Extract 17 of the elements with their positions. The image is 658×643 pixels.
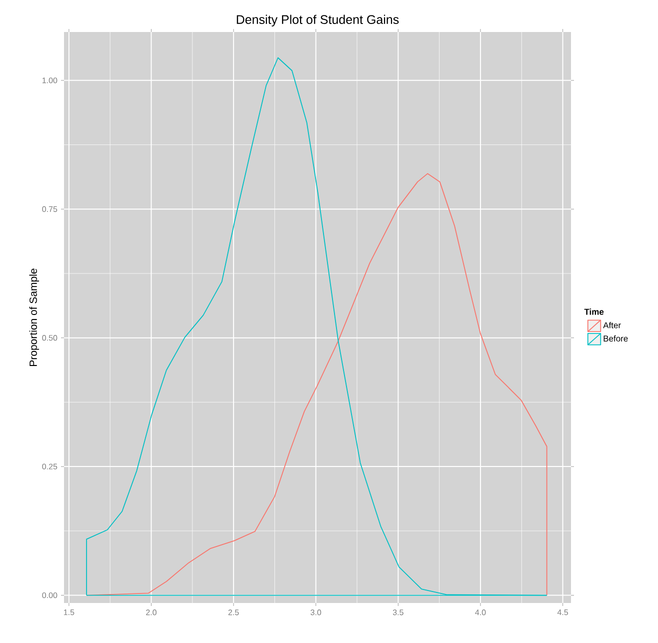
x-tick-label: 4.5 bbox=[557, 610, 568, 616]
legend-label: Before bbox=[604, 335, 628, 342]
x-tick-label: 1.5 bbox=[64, 610, 74, 616]
chart-title: Density Plot of Student Gains bbox=[236, 14, 399, 26]
y-tick-label: 0.25 bbox=[42, 464, 58, 470]
y-tick-label: 0.00 bbox=[42, 592, 58, 598]
y-axis-title: Proportion of Sample bbox=[29, 268, 40, 366]
y-tick-label: 0.50 bbox=[42, 335, 58, 341]
y-tick-label: 1.00 bbox=[42, 78, 58, 84]
x-tick-label: 4.0 bbox=[475, 610, 486, 616]
y-tick-label: 0.75 bbox=[42, 206, 58, 212]
x-tick-label: 3.5 bbox=[392, 610, 404, 616]
x-tick-label: 2.0 bbox=[146, 610, 156, 616]
legend-title: Time bbox=[584, 308, 604, 315]
legend-label: After bbox=[603, 322, 621, 328]
x-tick-label: 2.5 bbox=[228, 610, 239, 616]
x-tick-label: 3.0 bbox=[310, 610, 322, 616]
